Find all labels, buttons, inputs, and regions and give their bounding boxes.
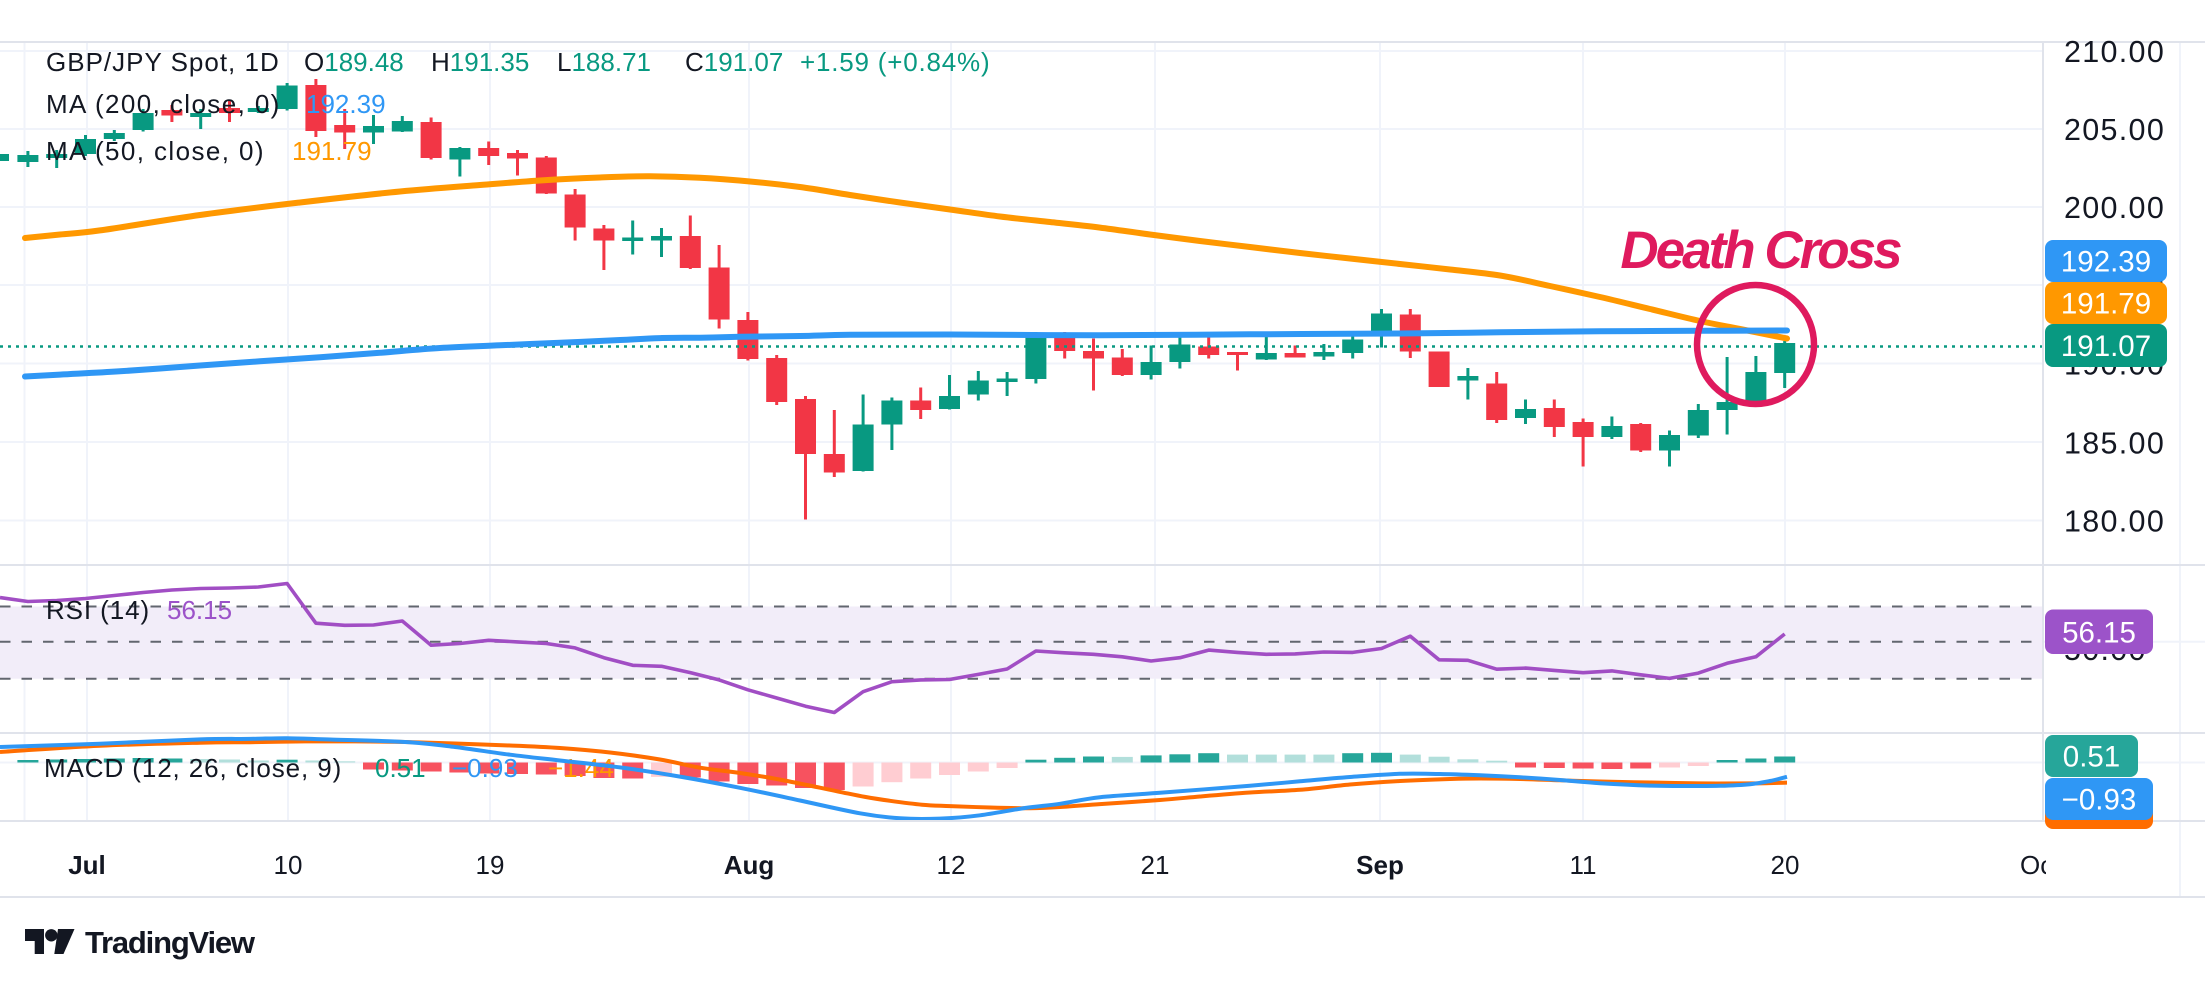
svg-text:56.15: 56.15: [167, 595, 232, 625]
svg-text:C191.07: C191.07: [685, 47, 783, 77]
svg-text:−0.93: −0.93: [452, 753, 518, 783]
svg-text:11: 11: [1570, 850, 1597, 880]
svg-text:O189.48: O189.48: [304, 47, 404, 77]
svg-text:205.00: 205.00: [2064, 113, 2165, 147]
svg-text:GBP/JPY Spot, 1D: GBP/JPY Spot, 1D: [46, 47, 280, 77]
svg-text:L188.71: L188.71: [557, 47, 651, 77]
svg-text:10: 10: [274, 850, 303, 880]
svg-text:200.00: 200.00: [2064, 191, 2165, 225]
svg-text:191.07: 191.07: [2061, 330, 2151, 363]
svg-text:Oct: Oct: [2020, 850, 2061, 880]
svg-text:180.00: 180.00: [2064, 505, 2165, 539]
svg-text:191.79: 191.79: [292, 136, 372, 166]
svg-text:−0.93: −0.93: [2062, 784, 2137, 817]
svg-text:Sep: Sep: [1356, 850, 1404, 880]
svg-text:RSI (14): RSI (14): [46, 595, 150, 625]
svg-text:Death Cross: Death Cross: [1620, 221, 1901, 280]
svg-text:192.39: 192.39: [2061, 246, 2151, 279]
svg-text:56.15: 56.15: [2062, 616, 2136, 649]
svg-text:12: 12: [937, 850, 966, 880]
svg-text:185.00: 185.00: [2064, 427, 2165, 461]
svg-text:0.51: 0.51: [2063, 741, 2120, 774]
svg-text:MA (50, close, 0): MA (50, close, 0): [46, 136, 265, 166]
svg-text:Aug: Aug: [724, 850, 775, 880]
svg-text:19: 19: [476, 850, 505, 880]
svg-text:H191.35: H191.35: [431, 47, 529, 77]
svg-text:MACD (12, 26, close, 9): MACD (12, 26, close, 9): [44, 753, 342, 783]
svg-text:Jul: Jul: [68, 850, 106, 880]
svg-text:210.00: 210.00: [2064, 35, 2165, 69]
svg-text:20: 20: [1771, 850, 1800, 880]
svg-text:0.51: 0.51: [375, 753, 426, 783]
svg-text:21: 21: [1141, 850, 1170, 880]
svg-text:TradingView: TradingView: [85, 925, 256, 960]
svg-text:192.39: 192.39: [306, 89, 386, 119]
svg-text:−1.44: −1.44: [548, 753, 614, 783]
svg-text:MA (200, close, 0): MA (200, close, 0): [46, 89, 281, 119]
svg-text:191.79: 191.79: [2061, 288, 2151, 321]
svg-text:+1.59 (+0.84%): +1.59 (+0.84%): [800, 47, 990, 77]
